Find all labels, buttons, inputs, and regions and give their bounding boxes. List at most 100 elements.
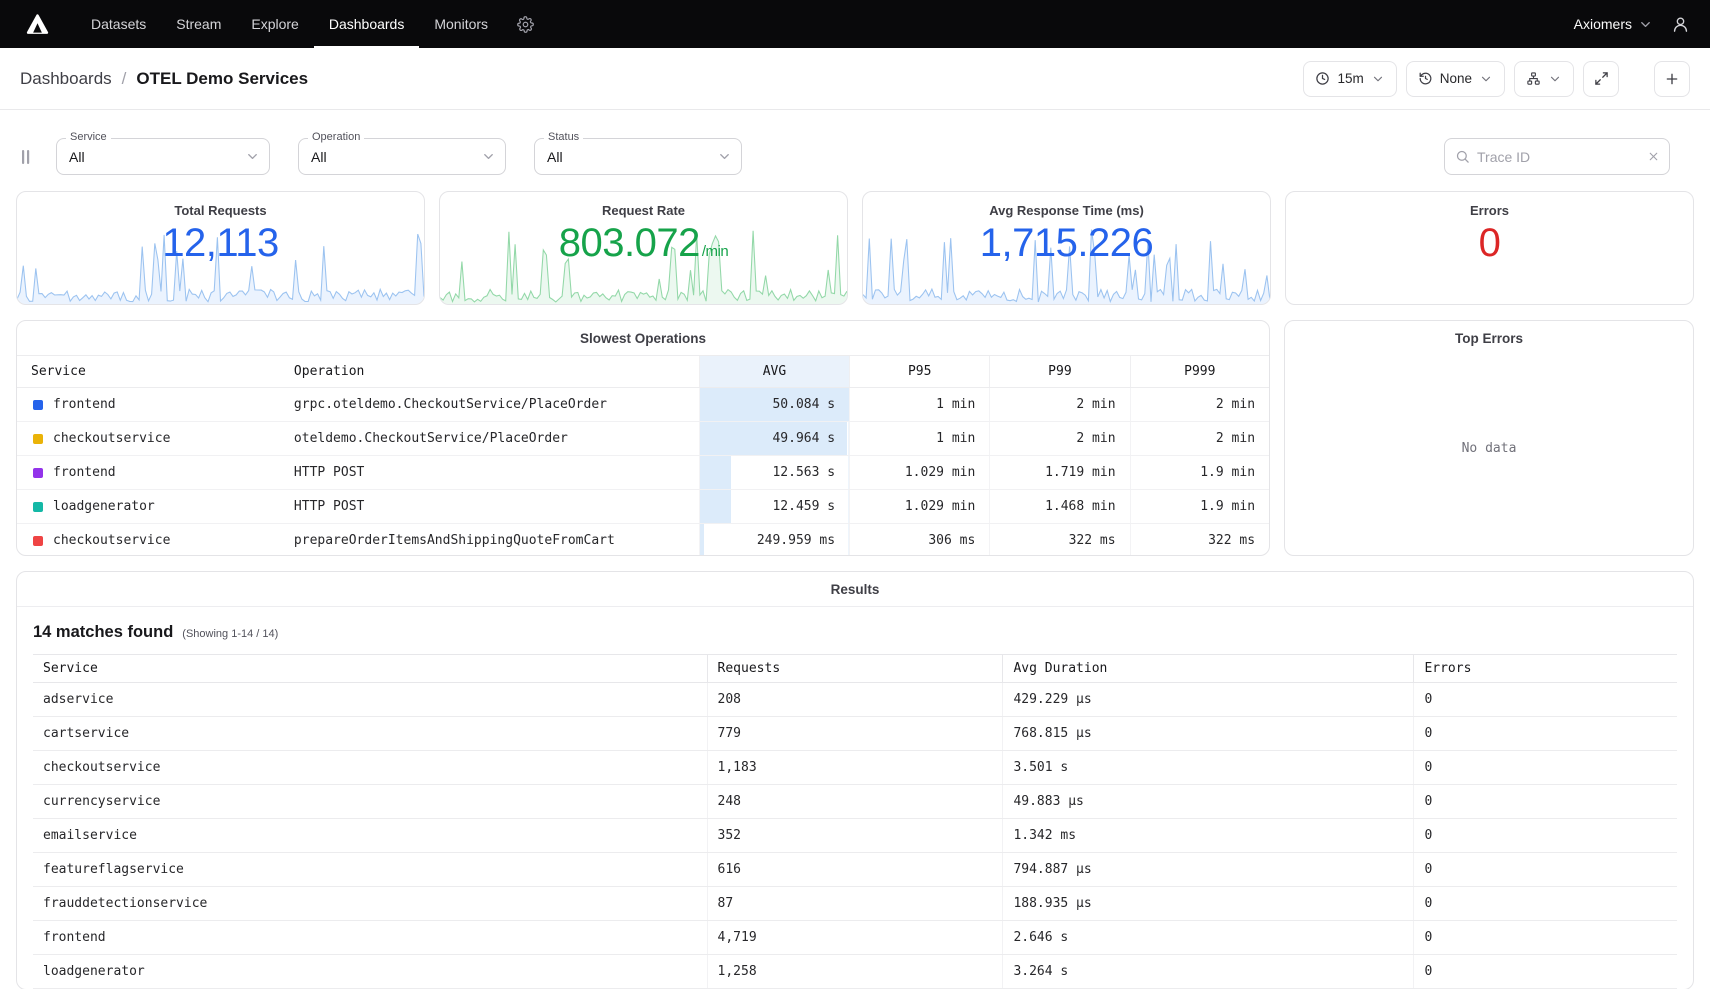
table-row[interactable]: cartservice 779 768.815 μs 0: [33, 716, 1677, 751]
chevron-down-icon: [484, 154, 493, 159]
results-table: Service Requests Avg Duration Errors adserv…: [33, 654, 1677, 989]
results-table-body: adservice 208 429.229 μs 0 cartservice 779 768…: [33, 682, 1677, 989]
errors-value: 0: [1413, 750, 1677, 785]
user-menu-button[interactable]: [1671, 15, 1690, 34]
table-row[interactable]: currencyservice 248 49.883 μs 0: [33, 784, 1677, 819]
chevron-down-icon: [1641, 21, 1650, 27]
table-row[interactable]: checkoutservice prepareOrderItemsAndShipp…: [17, 523, 1270, 555]
add-panel-button[interactable]: [1654, 60, 1690, 97]
nav-item-datasets[interactable]: Datasets: [91, 16, 147, 32]
service-filter-label: Service: [66, 131, 111, 143]
table-row[interactable]: frauddetectionservice 87 188.935 μs 0: [33, 886, 1677, 921]
stat-card-avg-response-time-ms[interactable]: Avg Response Time (ms) 1,715.226: [862, 191, 1271, 305]
service-cell: frontend: [17, 387, 280, 422]
grip-icon: [22, 149, 30, 164]
table-row[interactable]: emailservice 352 1.342 ms 0: [33, 818, 1677, 853]
column-header-errors[interactable]: Errors: [1413, 654, 1677, 683]
errors-value: 0: [1413, 716, 1677, 751]
column-header-p95[interactable]: P95: [849, 355, 990, 388]
avg-value: 249.959 ms: [698, 523, 850, 555]
sparkline-chart: [440, 230, 847, 304]
breadcrumb-separator: /: [121, 68, 127, 88]
p999-value: 2 min: [1129, 421, 1270, 456]
nav-item-stream[interactable]: Stream: [176, 16, 222, 32]
column-header-service[interactable]: Service: [33, 654, 708, 683]
service-name: loadgenerator: [53, 499, 155, 514]
table-row[interactable]: loadgenerator HTTP POST 12.459 s 1.029 min 1…: [17, 489, 1270, 524]
flow-options-button[interactable]: [1514, 60, 1574, 97]
column-header-requests[interactable]: Requests: [706, 654, 1003, 683]
compare-against-button[interactable]: None: [1405, 60, 1505, 97]
column-header-p99[interactable]: P99: [989, 355, 1131, 388]
avg-duration-value: 1.342 ms: [1002, 818, 1414, 853]
nav-item-monitors[interactable]: Monitors: [434, 16, 489, 32]
operation-filter-select[interactable]: Operation All: [298, 131, 506, 175]
service-name: checkoutservice: [53, 431, 171, 446]
org-name: Axiomers: [1573, 16, 1632, 32]
nav-right: Axiomers: [1574, 15, 1690, 34]
operation-filter-label: Operation: [308, 131, 365, 143]
table-row[interactable]: frontend grpc.oteldemo.CheckoutService/Pl…: [17, 387, 1270, 422]
service-name: emailservice: [33, 818, 708, 853]
status-filter-select[interactable]: Status All: [534, 131, 742, 175]
table-row[interactable]: adservice 208 429.229 μs 0: [33, 682, 1677, 717]
service-name: cartservice: [33, 716, 708, 751]
axiom-logo[interactable]: [20, 7, 54, 41]
series-color-swatch: [33, 467, 43, 478]
p999-value: 322 ms: [1129, 523, 1270, 555]
table-row[interactable]: frontend HTTP POST 12.563 s 1.029 min 1.719 …: [17, 455, 1270, 490]
breadcrumb-dashboards-link[interactable]: Dashboards: [20, 68, 112, 88]
fullscreen-button[interactable]: [1583, 60, 1619, 97]
drag-handle[interactable]: [16, 149, 36, 165]
requests-value: 87: [706, 886, 1003, 921]
nav-item-explore[interactable]: Explore: [251, 16, 299, 32]
table-row[interactable]: featureflagservice 616 794.887 μs 0: [33, 852, 1677, 887]
p99-value: 1.719 min: [989, 455, 1131, 490]
stat-value: 12,113: [162, 221, 279, 265]
service-name: featureflagservice: [33, 852, 708, 887]
stat-card-errors[interactable]: Errors 0: [1285, 191, 1694, 305]
column-header-avg[interactable]: AVG: [698, 355, 850, 388]
requests-value: 1,183: [706, 750, 1003, 785]
avg-duration-value: 429.229 μs: [1002, 682, 1414, 717]
service-cell: checkoutservice: [17, 523, 280, 555]
requests-value: 1,258: [706, 954, 1003, 989]
nav-item-dashboards[interactable]: Dashboards: [314, 0, 420, 48]
requests-value: 208: [706, 682, 1003, 717]
column-header-avg-duration[interactable]: Avg Duration: [1002, 654, 1414, 683]
column-header-p999[interactable]: P999: [1129, 355, 1270, 388]
p999-value: 1.9 min: [1129, 455, 1270, 490]
operation-name: prepareOrderItemsAndShippingQuoteFromCar…: [279, 523, 700, 555]
errors-value: 0: [1413, 682, 1677, 717]
slowest-operations-table-body: frontend grpc.oteldemo.CheckoutService/Pl…: [17, 387, 1270, 555]
column-header-service[interactable]: Service: [17, 355, 280, 388]
trace-id-search: [1444, 138, 1670, 175]
column-header-operation[interactable]: Operation: [279, 355, 700, 388]
service-cell: checkoutservice: [17, 421, 280, 456]
stat-value: 803.072/min: [558, 221, 729, 265]
chevron-down-icon: [1481, 76, 1491, 81]
table-row[interactable]: checkoutservice oteldemo.CheckoutService/…: [17, 421, 1270, 456]
avg-duration-value: 49.883 μs: [1002, 784, 1414, 819]
page-header: Dashboards / OTEL Demo Services 15m None: [0, 48, 1710, 110]
slowest-operations-header-row: Service Operation AVG P95 P99 P999: [17, 355, 1270, 388]
showing-range: (Showing 1-14 / 14): [182, 628, 279, 640]
stat-card-total-requests[interactable]: Total Requests 12,113: [16, 191, 425, 305]
panels-row: Slowest Operations Service Operation AVG P9…: [0, 305, 1710, 556]
time-range-button[interactable]: 15m: [1303, 60, 1397, 97]
avg-duration-value: 768.815 μs: [1002, 716, 1414, 751]
settings-button[interactable]: [517, 15, 534, 33]
trace-id-input[interactable]: [1477, 148, 1640, 165]
avg-value: 50.084 s: [698, 387, 850, 422]
service-filter-select[interactable]: Service All: [56, 131, 270, 175]
series-color-swatch: [33, 433, 43, 444]
results-header-row: Service Requests Avg Duration Errors: [33, 654, 1677, 683]
clear-search-button[interactable]: [1647, 150, 1660, 163]
p95-value: 306 ms: [849, 523, 990, 555]
org-switcher[interactable]: Axiomers: [1574, 16, 1653, 32]
p95-value: 1 min: [849, 421, 990, 456]
stat-card-request-rate[interactable]: Request Rate 803.072/min: [439, 191, 848, 305]
